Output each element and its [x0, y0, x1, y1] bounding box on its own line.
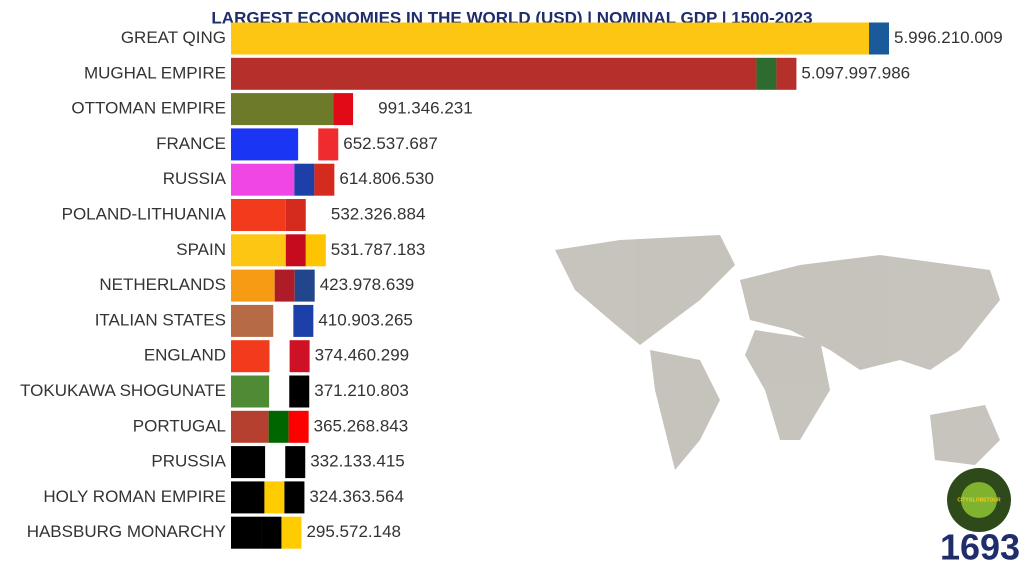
- bar: [231, 128, 299, 161]
- value-label: 410.903.265: [318, 310, 413, 329]
- value-label: 365.268.843: [314, 416, 409, 435]
- value-label: 324.363.564: [309, 487, 404, 506]
- value-label: 332.133.415: [310, 452, 405, 471]
- bar: [231, 269, 275, 302]
- logo-center: [961, 482, 997, 518]
- year-label: 1693: [940, 527, 1020, 568]
- category-label: NETHERLANDS: [99, 275, 226, 294]
- bar: [231, 199, 286, 231]
- flag: [298, 128, 319, 161]
- flag: [294, 269, 315, 302]
- category-label: OTTOMAN EMPIRE: [71, 99, 226, 118]
- flag: [869, 22, 889, 55]
- flag: [285, 234, 306, 267]
- value-label: 423.978.639: [320, 275, 415, 294]
- category-label: GREAT QING: [121, 28, 226, 47]
- flag: [294, 163, 315, 196]
- category-label: FRANCE: [156, 134, 226, 153]
- bar: [231, 22, 849, 55]
- flag: [273, 304, 294, 337]
- world-map: [555, 235, 1000, 470]
- bar: [231, 163, 295, 196]
- value-label: 531.787.183: [331, 240, 426, 259]
- bar: [231, 410, 269, 443]
- category-label: HOLY ROMAN EMPIRE: [43, 487, 226, 506]
- bar: [231, 446, 266, 479]
- category-label: PORTUGAL: [133, 416, 226, 435]
- category-label: TOKUKAWA SHOGUNATE: [20, 381, 226, 400]
- flag: [293, 304, 314, 337]
- flag: [314, 163, 335, 196]
- flag: [289, 375, 310, 408]
- bar: [231, 375, 270, 408]
- bar: [231, 93, 334, 126]
- value-label: 991.346.231: [378, 99, 473, 118]
- value-label: 614.806.530: [339, 169, 434, 188]
- category-label: MUGHAL EMPIRE: [84, 63, 226, 82]
- flag: [756, 57, 777, 90]
- category-label: HABSBURG MONARCHY: [27, 522, 226, 541]
- flag: [849, 22, 869, 55]
- flag: [285, 199, 306, 231]
- value-label: 295.572.148: [306, 522, 401, 541]
- category-label: RUSSIA: [163, 169, 227, 188]
- flag: [305, 234, 326, 267]
- bar: [231, 516, 262, 549]
- flag: [305, 199, 326, 231]
- category-label: SPAIN: [176, 240, 226, 259]
- logo-text: CITYGLOBETOUR: [957, 497, 1001, 503]
- flag: [264, 481, 285, 514]
- value-label: 5.996.210.009: [894, 28, 1003, 47]
- value-label: 374.460.299: [315, 346, 410, 365]
- category-label: ITALIAN STATES: [95, 310, 226, 329]
- flag: [776, 57, 797, 90]
- flag: [285, 446, 306, 479]
- flag: [284, 481, 305, 514]
- value-label: 652.537.687: [343, 134, 438, 153]
- flag: [353, 93, 374, 126]
- bar: [231, 57, 757, 90]
- flag: [281, 516, 302, 549]
- flag: [261, 516, 282, 549]
- value-label: 532.326.884: [331, 204, 426, 223]
- bar: [231, 340, 270, 373]
- category-label: POLAND-LITHUANIA: [62, 204, 227, 223]
- flag: [288, 410, 309, 443]
- flag: [318, 128, 339, 161]
- category-label: PRUSSIA: [151, 452, 226, 471]
- category-label: ENGLAND: [144, 346, 226, 365]
- bar: [231, 481, 265, 514]
- flag: [274, 269, 295, 302]
- flag: [265, 446, 286, 479]
- bar: [231, 304, 274, 337]
- flag: [333, 93, 354, 126]
- value-label: 371.210.803: [314, 381, 409, 400]
- value-label: 5.097.997.986: [801, 63, 910, 82]
- logo: CITYGLOBETOUR: [947, 468, 1011, 532]
- flag: [268, 410, 289, 443]
- flag: [269, 375, 290, 408]
- flag: [289, 340, 310, 373]
- bar: [231, 234, 286, 267]
- flag: [269, 340, 290, 373]
